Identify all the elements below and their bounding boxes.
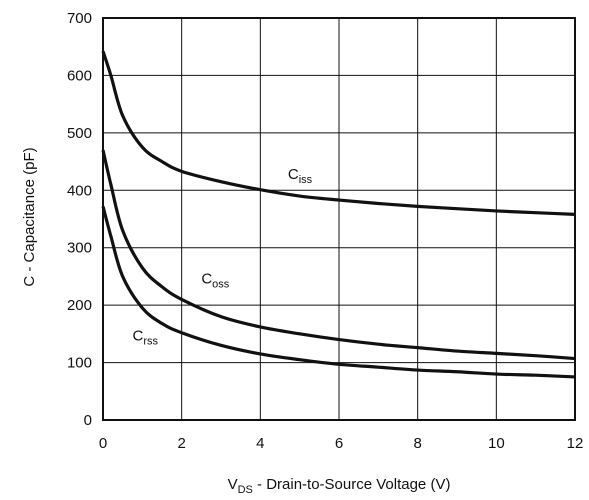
x-tick-label: 2 <box>177 435 185 452</box>
x-tick-label: 10 <box>488 435 505 452</box>
y-tick-label: 700 <box>67 10 92 27</box>
x-axis-label-main: V <box>228 476 238 493</box>
y-tick-label: 600 <box>67 67 92 84</box>
series-label-ciss: Ciss <box>288 166 313 186</box>
y-axis-label: C - Capacitance (pF) <box>21 147 38 286</box>
x-axis-label-sub: DS <box>238 484 253 495</box>
x-tick-label: 4 <box>256 435 264 452</box>
y-tick-label: 0 <box>84 412 92 429</box>
x-axis-label: VDS - Drain-to-Source Voltage (V) <box>228 476 451 495</box>
series-lines <box>101 50 576 379</box>
series-line-coss <box>101 149 576 361</box>
series-label-coss: Coss <box>201 270 229 290</box>
y-tick-label: 500 <box>67 125 92 142</box>
y-tick-label: 400 <box>67 182 92 199</box>
x-tick-labels: 0 2 4 6 8 10 12 <box>99 435 584 452</box>
series-labels: Ciss Coss Crss <box>133 166 313 348</box>
x-tick-label: 0 <box>99 435 107 452</box>
x-tick-label: 12 <box>567 435 584 452</box>
x-axis-label-rest: - Drain-to-Source Voltage (V) <box>253 476 451 493</box>
plot-frame <box>102 17 576 421</box>
series-line-ciss <box>101 50 576 217</box>
x-tick-label: 6 <box>335 435 343 452</box>
y-tick-label: 300 <box>67 240 92 257</box>
y-tick-labels: 0 100 200 300 400 500 600 700 <box>67 10 92 429</box>
y-tick-label: 100 <box>67 355 92 372</box>
y-tick-label: 200 <box>67 297 92 314</box>
series-line-crss <box>101 205 576 379</box>
grid-lines <box>102 17 576 421</box>
series-label-crss: Crss <box>133 328 159 348</box>
x-tick-label: 8 <box>413 435 421 452</box>
